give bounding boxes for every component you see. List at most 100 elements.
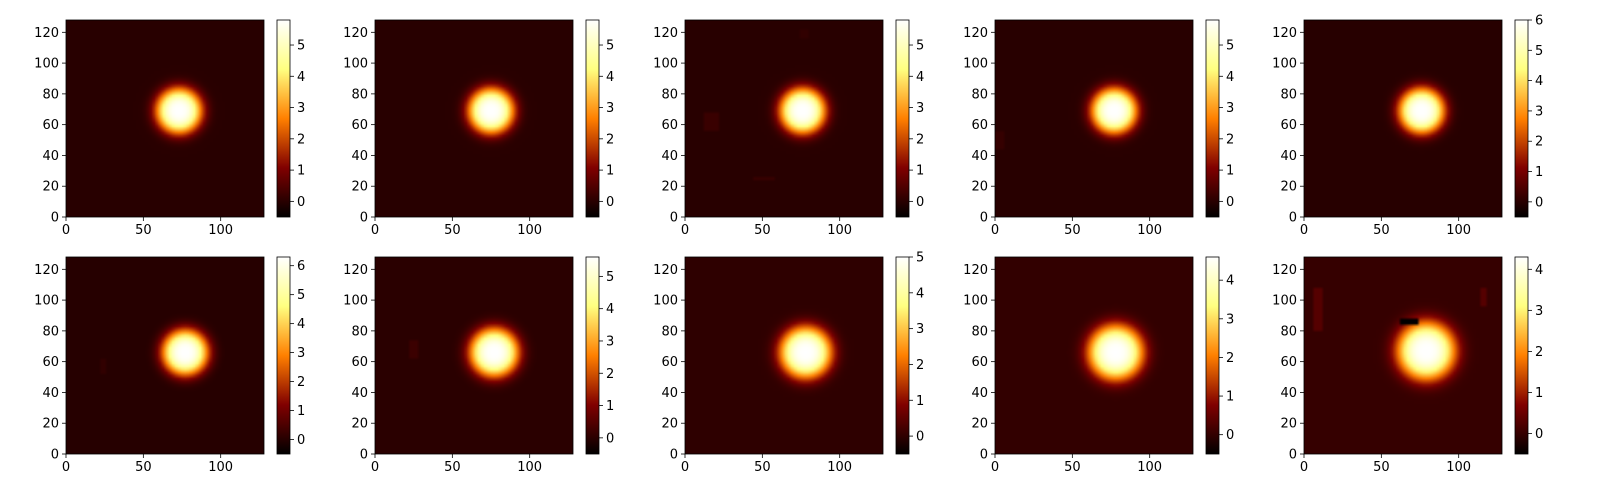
colorbar-tick-label: 5 [297, 288, 305, 303]
x-tick-label: 50 [135, 223, 152, 238]
y-tick-label: 60 [42, 355, 59, 370]
colorbar-tick-label: 2 [1535, 135, 1543, 150]
x-tick-label: 50 [754, 223, 771, 238]
heatmap-image [1304, 257, 1502, 454]
colorbar-tick-label: 1 [916, 164, 924, 179]
y-tick-label: 20 [351, 417, 368, 432]
y-tick-label: 60 [351, 355, 368, 370]
y-tick-label: 120 [1272, 26, 1297, 41]
y-tick-label: 0 [670, 448, 678, 463]
y-tick-label: 80 [351, 324, 368, 339]
colorbar-tick-label: 1 [1226, 164, 1234, 179]
y-tick-label: 60 [971, 118, 988, 133]
y-tick-label: 80 [42, 87, 59, 102]
x-tick-label: 0 [681, 223, 689, 238]
y-tick-label: 40 [42, 386, 59, 401]
y-tick-label: 120 [963, 263, 988, 278]
y-tick-label: 40 [42, 149, 59, 164]
y-tick-label: 80 [971, 87, 988, 102]
x-tick-label: 100 [1137, 460, 1162, 475]
heatmap-image [685, 257, 883, 454]
x-tick-label: 100 [827, 223, 852, 238]
colorbar-tick-label: 1 [1535, 165, 1543, 180]
y-tick-label: 40 [661, 386, 678, 401]
y-tick-label: 100 [34, 294, 59, 309]
y-tick-label: 40 [351, 149, 368, 164]
colorbar-tick-label: 0 [606, 195, 614, 210]
y-tick-label: 120 [653, 26, 678, 41]
subplot-10: 0 50 100 0 20 40 60 80 100 120 0 1 2 3 4 [1272, 256, 1543, 475]
x-tick-label: 0 [991, 460, 999, 475]
y-tick-label: 0 [1289, 211, 1297, 226]
x-tick-label: 100 [517, 223, 542, 238]
colorbar-tick-label: 2 [1226, 132, 1234, 147]
x-tick-label: 0 [681, 460, 689, 475]
y-tick-label: 40 [351, 386, 368, 401]
colorbar-tick-label: 3 [1226, 101, 1234, 116]
colorbar-tick-label: 6 [297, 259, 305, 274]
heatmap-image [375, 257, 573, 454]
x-tick-label: 100 [517, 460, 542, 475]
colorbar [1514, 19, 1529, 218]
x-tick-label: 50 [1373, 223, 1390, 238]
colorbar-tick-label: 5 [916, 251, 924, 266]
colorbar-tick-label: 0 [916, 195, 924, 210]
axes-frame [684, 256, 884, 455]
y-tick-label: 120 [34, 263, 59, 278]
colorbar [1514, 256, 1529, 455]
y-tick-label: 60 [1280, 355, 1297, 370]
axes-frame [994, 256, 1194, 455]
axes-frame [374, 256, 574, 455]
colorbar-tick-label: 1 [916, 394, 924, 409]
subplot-5: 0 50 100 0 20 40 60 80 100 120 0 1 2 3 4 5 6 [1272, 14, 1543, 239]
x-tick-label: 100 [208, 460, 233, 475]
colorbar-tick-label: 2 [297, 132, 305, 147]
subplot-2: 0 50 100 0 20 40 60 80 100 120 0 1 2 3 4 5 [343, 19, 614, 238]
colorbar-tick-label: 5 [606, 39, 614, 54]
y-tick-label: 0 [670, 211, 678, 226]
subplot-8: 0 50 100 0 20 40 60 80 100 120 0 1 2 3 4 5 [653, 251, 924, 476]
y-tick-label: 100 [653, 294, 678, 309]
x-tick-label: 100 [827, 460, 852, 475]
colorbar-tick-label: 1 [1535, 386, 1543, 401]
colorbar-tick-label: 2 [606, 132, 614, 147]
heatmap-image [995, 20, 1193, 217]
y-tick-label: 20 [661, 417, 678, 432]
x-tick-label: 0 [991, 223, 999, 238]
y-tick-label: 100 [343, 294, 368, 309]
colorbar-tick-label: 4 [297, 70, 305, 85]
colorbar-tick-label: 2 [916, 358, 924, 373]
y-tick-label: 120 [343, 26, 368, 41]
colorbar-tick-label: 3 [297, 346, 305, 361]
colorbar-tick-label: 0 [1226, 428, 1234, 443]
colorbar-tick-label: 3 [606, 334, 614, 349]
axes-frame [374, 19, 574, 218]
y-tick-label: 20 [661, 180, 678, 195]
y-tick-label: 0 [980, 211, 988, 226]
colorbar-tick-label: 3 [1226, 312, 1234, 327]
colorbar-tick-label: 1 [297, 164, 305, 179]
x-tick-label: 100 [1446, 223, 1471, 238]
y-tick-label: 20 [1280, 180, 1297, 195]
colorbar [276, 256, 291, 455]
colorbar-tick-label: 4 [916, 286, 924, 301]
x-tick-label: 0 [1300, 223, 1308, 238]
colorbar-tick-label: 2 [1535, 345, 1543, 360]
y-tick-label: 60 [42, 118, 59, 133]
y-tick-label: 60 [661, 355, 678, 370]
subplot-7: 0 50 100 0 20 40 60 80 100 120 0 1 2 3 4 5 [343, 256, 614, 475]
colorbar-tick-label: 5 [606, 270, 614, 285]
x-tick-label: 50 [1373, 460, 1390, 475]
x-tick-label: 0 [62, 223, 70, 238]
colorbar-tick-label: 6 [1535, 14, 1543, 29]
axes-frame [684, 19, 884, 218]
y-tick-label: 0 [360, 211, 368, 226]
y-tick-label: 100 [653, 57, 678, 72]
y-tick-label: 20 [42, 417, 59, 432]
axes-frame [994, 19, 1194, 218]
x-tick-label: 0 [371, 460, 379, 475]
x-tick-label: 0 [371, 223, 379, 238]
y-tick-label: 20 [42, 180, 59, 195]
colorbar [895, 19, 910, 218]
